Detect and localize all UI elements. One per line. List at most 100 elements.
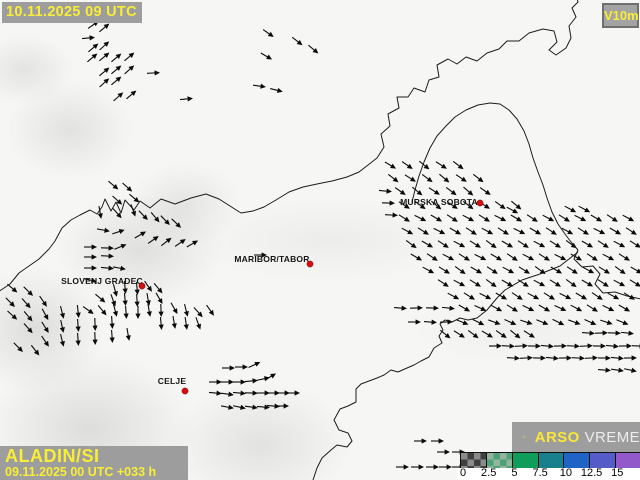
- wind-arrow: [112, 265, 126, 271]
- wind-arrow: [431, 438, 444, 444]
- wind-arrow: [455, 174, 467, 182]
- city-label: MURSKA SOBOTA: [400, 197, 478, 207]
- wind-arrow: [533, 240, 546, 248]
- wind-arrow: [100, 265, 114, 271]
- wind-arrow: [481, 330, 494, 338]
- wind-arrow: [111, 53, 122, 63]
- wind-arrow: [598, 266, 610, 274]
- wind-arrow: [423, 319, 437, 325]
- wind-arrow: [456, 319, 469, 326]
- wind-arrow: [384, 161, 397, 169]
- wind-arrow: [174, 238, 186, 247]
- wind-arrow: [109, 329, 115, 343]
- wind-arrow: [394, 187, 406, 196]
- wind-arrow: [244, 378, 258, 384]
- wind-arrow: [532, 355, 546, 361]
- wind-arrow: [453, 330, 465, 338]
- wind-arrow: [446, 214, 458, 222]
- legend-segment: [537, 453, 564, 468]
- wind-arrow: [594, 330, 608, 336]
- wind-arrow: [446, 201, 458, 209]
- wind-arrow: [396, 464, 409, 470]
- wind-arrow: [609, 227, 622, 235]
- wind-arrow: [527, 292, 540, 300]
- wind-arrow: [411, 464, 424, 470]
- wind-arrow: [463, 292, 475, 300]
- wind-arrow: [474, 253, 487, 261]
- wind-arrow: [122, 292, 128, 306]
- wind-arrow: [21, 298, 31, 309]
- wind-arrow: [410, 253, 423, 261]
- wind-arrow: [463, 186, 474, 196]
- wind-arrow: [5, 297, 15, 307]
- wind-arrow: [472, 173, 484, 183]
- wind-arrow: [430, 214, 443, 222]
- wind-arrow: [248, 361, 261, 369]
- wind-arrow: [462, 200, 474, 210]
- city-dot: [138, 282, 146, 290]
- wind-arrow: [629, 279, 640, 287]
- arso-text: ARSO: [534, 428, 580, 446]
- wind-arrow: [441, 305, 455, 311]
- wind-arrow: [23, 323, 33, 334]
- wind-arrow: [75, 304, 81, 318]
- wind-arrow: [629, 240, 640, 248]
- wind-arrow: [486, 266, 498, 274]
- wind-arrow: [581, 279, 594, 287]
- wind-arrow: [504, 319, 517, 326]
- wind-arrow: [99, 41, 110, 51]
- wind-arrow: [538, 304, 551, 312]
- wind-arrow: [112, 195, 123, 205]
- wind-arrow: [453, 279, 466, 287]
- wind-arrow: [262, 29, 274, 38]
- wind-arrow: [458, 253, 470, 261]
- wind-arrow: [134, 281, 140, 295]
- city-marker: SLOVENJ GRADEC: [61, 276, 146, 290]
- wind-arrow: [574, 214, 587, 222]
- legend-segment: [485, 453, 512, 468]
- wind-arrow: [518, 266, 530, 274]
- wind-arrow: [308, 44, 319, 54]
- city-marker: MURSKA SOBOTA: [400, 197, 484, 207]
- wind-arrow: [439, 319, 453, 325]
- wind-arrow: [511, 200, 522, 210]
- wind-arrow: [623, 355, 637, 361]
- wind-arrow: [549, 240, 561, 248]
- wind-arrow: [465, 227, 477, 235]
- legend-segment: [615, 453, 640, 468]
- wind-arrow: [495, 292, 508, 300]
- wind-arrow: [481, 227, 494, 235]
- wind-arrow: [605, 343, 619, 349]
- wind-arrow: [158, 303, 164, 317]
- wind-arrow: [130, 204, 136, 217]
- legend-tick: 2.5: [481, 467, 497, 479]
- wind-arrow: [510, 214, 523, 222]
- wind-arrow: [462, 214, 475, 222]
- wind-arrow: [122, 182, 133, 192]
- wind-arrow: [613, 240, 626, 248]
- wind-arrow: [84, 244, 97, 250]
- wind-arrow: [623, 292, 635, 300]
- wind-arrow: [511, 292, 523, 300]
- wind-arrow: [597, 240, 609, 248]
- wind-arrow: [252, 83, 266, 89]
- wind-arrow: [160, 215, 170, 226]
- wind-arrow: [110, 294, 116, 307]
- wind-arrow: [87, 53, 98, 63]
- wind-arrow: [549, 279, 561, 287]
- wind-arrow: [607, 292, 620, 300]
- wind-arrow: [577, 227, 589, 235]
- wind-arrow: [606, 214, 618, 222]
- wind-arrow: [545, 355, 559, 361]
- wind-arrow: [614, 266, 626, 275]
- wind-arrow: [453, 240, 466, 248]
- wind-arrow: [195, 317, 201, 330]
- wind-arrow: [514, 343, 528, 349]
- wind-arrow: [384, 212, 398, 218]
- wind-arrow: [155, 292, 163, 305]
- wind-arrow: [393, 305, 407, 311]
- wind-arrow: [208, 390, 222, 396]
- wind-arrow: [276, 403, 289, 409]
- wind-arrow: [135, 306, 141, 319]
